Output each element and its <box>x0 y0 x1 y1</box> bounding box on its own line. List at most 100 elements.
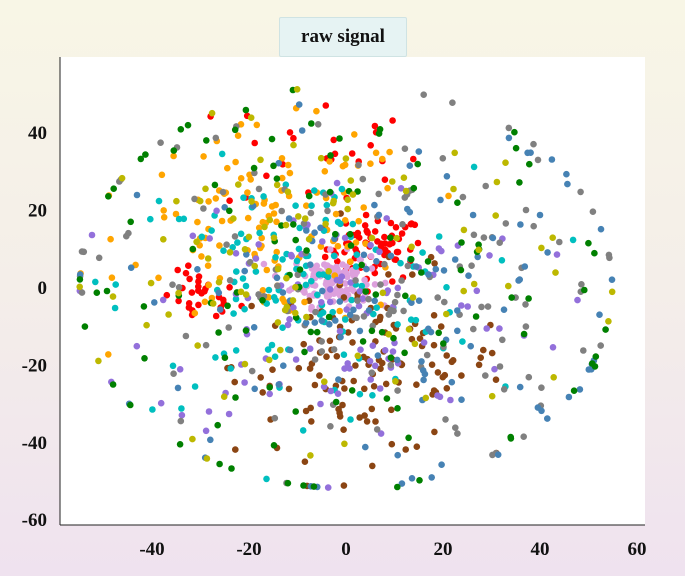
scatter-point <box>205 408 213 415</box>
scatter-point <box>215 278 223 286</box>
scatter-point <box>358 261 366 269</box>
scatter-point <box>360 204 368 211</box>
scatter-point <box>502 220 510 227</box>
scatter-point <box>372 149 380 157</box>
scatter-point <box>208 227 215 234</box>
scatter-point <box>350 306 357 314</box>
scatter-point <box>251 139 258 147</box>
scatter-point <box>229 244 236 251</box>
scatter-point <box>133 342 141 350</box>
scatter-point <box>263 172 270 180</box>
scatter-point <box>356 327 364 335</box>
scatter-point <box>605 318 612 325</box>
scatter-point <box>602 326 609 333</box>
scatter-point <box>149 406 156 413</box>
scatter-point <box>319 238 326 245</box>
scatter-point <box>143 321 150 329</box>
scatter-point <box>322 220 329 228</box>
scatter-point <box>418 269 425 276</box>
scatter-point <box>330 197 338 205</box>
scatter-point <box>418 358 425 365</box>
scatter-point <box>208 109 216 117</box>
scatter-point <box>201 298 209 306</box>
scatter-point <box>457 266 465 274</box>
scatter-point <box>448 378 456 386</box>
scatter-point <box>202 427 210 435</box>
scatter-point <box>273 175 281 182</box>
scatter-point <box>112 281 119 288</box>
scatter-point <box>326 286 334 293</box>
scatter-point <box>272 253 279 261</box>
scatter-point <box>512 144 520 152</box>
scatter-point <box>127 218 134 226</box>
scatter-point <box>285 385 293 393</box>
scatter-point <box>292 202 299 209</box>
scatter-point <box>420 376 427 384</box>
scatter-point <box>530 140 537 148</box>
scatter-point <box>225 324 232 331</box>
scatter-point <box>300 220 308 227</box>
scatter-point <box>491 365 498 373</box>
scatter-point <box>369 342 377 350</box>
scatter-point <box>176 441 184 448</box>
scatter-point <box>387 234 394 241</box>
scatter-point <box>147 279 155 287</box>
scatter-point <box>206 235 213 242</box>
scatter-point <box>409 271 416 278</box>
scatter-point <box>327 423 334 430</box>
scatter-point <box>367 142 375 149</box>
scatter-point <box>377 430 385 437</box>
scatter-point <box>368 265 376 272</box>
scatter-point <box>340 482 348 489</box>
scatter-point <box>270 442 278 449</box>
scatter-point <box>341 217 349 224</box>
scatter-point <box>394 321 401 328</box>
scatter-point <box>371 201 378 209</box>
scatter-point <box>118 174 126 182</box>
scatter-point <box>368 234 376 242</box>
scatter-point <box>311 229 318 236</box>
scatter-point <box>76 271 84 278</box>
scatter-point <box>580 347 587 354</box>
scatter-point <box>273 218 280 226</box>
scatter-point <box>340 351 348 359</box>
scatter-point <box>242 106 250 114</box>
scatter-point <box>174 266 181 274</box>
scatter-point <box>237 175 245 182</box>
scatter-point <box>389 117 396 124</box>
scatter-point <box>366 357 374 365</box>
scatter-point <box>499 336 506 344</box>
scatter-point <box>438 461 445 469</box>
scatter-point <box>237 288 245 296</box>
scatter-point <box>452 424 459 432</box>
scatter-point <box>570 387 578 395</box>
scatter-point <box>321 168 329 175</box>
scatter-point <box>196 197 204 205</box>
scatter-point <box>378 328 386 336</box>
scatter-point <box>103 287 111 295</box>
scatter-point <box>252 255 260 262</box>
scatter-point <box>401 349 408 357</box>
scatter-point <box>373 258 380 265</box>
scatter-point <box>274 265 282 273</box>
scatter-point <box>275 381 283 388</box>
scatter-point <box>522 301 529 308</box>
scatter-point <box>376 385 384 392</box>
scatter-point <box>322 102 330 109</box>
scatter-point <box>385 331 393 338</box>
scatter-point <box>376 248 383 256</box>
scatter-point <box>318 299 325 306</box>
scatter-point <box>442 416 449 423</box>
scatter-point <box>315 271 323 278</box>
scatter-point <box>369 322 377 330</box>
scatter-point <box>387 219 395 227</box>
scatter-point <box>303 227 310 234</box>
scatter-point <box>534 156 542 164</box>
scatter-point <box>76 276 84 283</box>
scatter-point <box>361 385 368 393</box>
scatter-point <box>295 245 303 253</box>
scatter-point <box>597 342 604 349</box>
scatter-point <box>505 282 512 290</box>
scatter-point <box>371 297 379 305</box>
scatter-point <box>307 209 315 217</box>
